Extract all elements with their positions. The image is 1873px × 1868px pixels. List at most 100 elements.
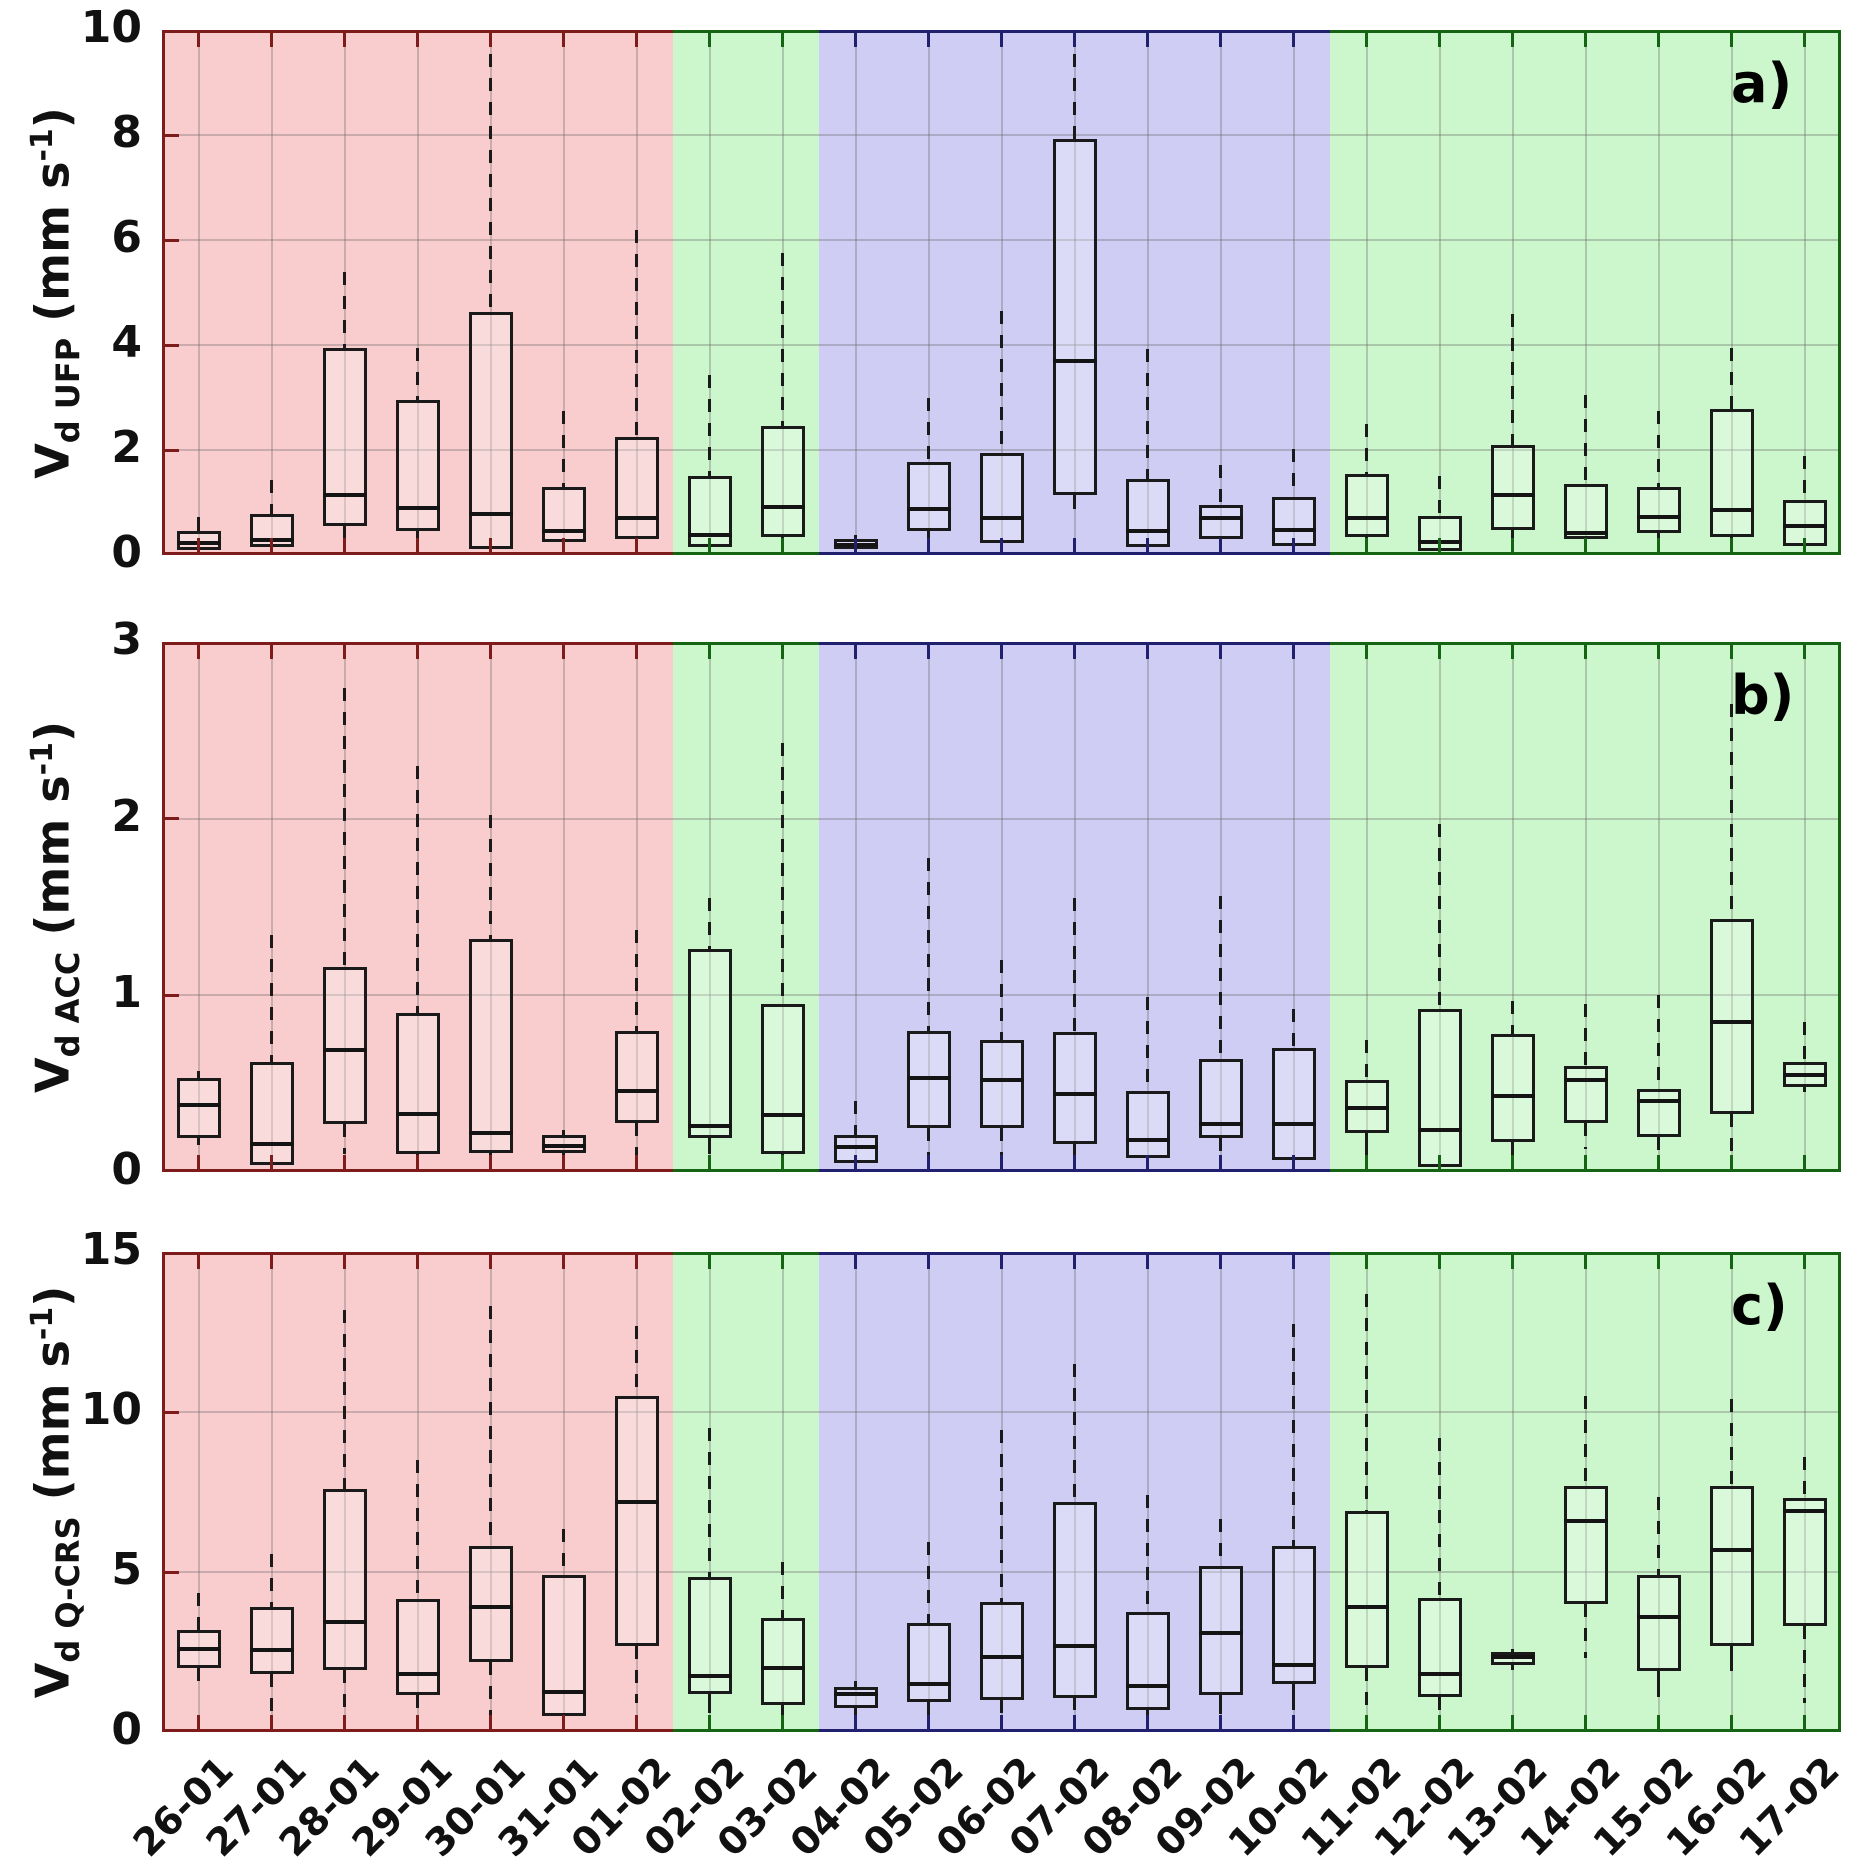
- whisker-lower: [1803, 1087, 1806, 1093]
- box-iqr: [1198, 505, 1243, 540]
- x-tick-top: [1146, 645, 1149, 659]
- x-tick-bottom: [197, 538, 200, 552]
- gridline-vertical: [1657, 30, 1660, 555]
- x-tick-top: [1219, 33, 1222, 47]
- whisker-upper: [708, 1428, 711, 1577]
- x-tick-bottom: [343, 1715, 346, 1729]
- box-iqr: [1125, 1612, 1170, 1710]
- panel-border-top: [162, 30, 673, 33]
- x-tick-bottom: [1000, 1715, 1003, 1729]
- whisker-upper: [1292, 1324, 1295, 1547]
- whisker-upper: [416, 1460, 419, 1600]
- box-iqr: [1709, 409, 1754, 537]
- whisker-upper: [1073, 1364, 1076, 1502]
- panel-border-top: [819, 30, 1330, 33]
- x-tick-bottom: [1657, 538, 1660, 552]
- x-tick-bottom: [562, 538, 565, 552]
- x-tick-bottom: [1438, 538, 1441, 552]
- x-tick-top: [1292, 645, 1295, 659]
- gridline-vertical: [1584, 642, 1587, 1172]
- box-iqr: [1782, 1498, 1827, 1627]
- median-line: [979, 516, 1024, 521]
- x-tick-bottom: [1000, 1155, 1003, 1169]
- whisker-lower: [1292, 1684, 1295, 1710]
- x-tick-top: [1730, 1255, 1733, 1269]
- x-tick-top: [416, 1255, 419, 1269]
- x-tick-bottom: [416, 1715, 419, 1729]
- whisker-upper: [489, 1306, 492, 1547]
- median-line: [1125, 1138, 1170, 1143]
- x-tick-top: [781, 33, 784, 47]
- whisker-upper: [1803, 1456, 1806, 1499]
- panel-border-bottom: [673, 552, 819, 555]
- background-region: [1330, 642, 1841, 1172]
- median-line: [614, 1499, 659, 1504]
- x-tick-top: [1657, 33, 1660, 47]
- x-tick-top: [1219, 645, 1222, 659]
- median-line: [1198, 1630, 1243, 1635]
- median-line: [1563, 1518, 1608, 1523]
- median-line: [249, 1141, 294, 1146]
- gridline-vertical: [927, 1252, 930, 1732]
- median-line: [1490, 1094, 1535, 1099]
- x-tick-top: [708, 1255, 711, 1269]
- gridline-vertical: [1365, 30, 1368, 555]
- gridline-vertical: [708, 30, 711, 555]
- whisker-upper: [1803, 456, 1806, 500]
- median-line: [1490, 1654, 1535, 1659]
- whisker-upper: [635, 929, 638, 1031]
- x-tick-bottom: [197, 1715, 200, 1729]
- y-tick-label: 0: [111, 527, 142, 578]
- x-tick-bottom: [1511, 1155, 1514, 1169]
- gridline-vertical: [1730, 30, 1733, 555]
- x-tick-bottom: [1803, 1715, 1806, 1729]
- box-iqr: [468, 1546, 513, 1662]
- gridline-vertical: [1657, 642, 1660, 1172]
- background-region: [673, 1252, 819, 1732]
- median-line: [1636, 1614, 1681, 1619]
- median-line: [322, 1619, 367, 1624]
- panel-border-bottom: [819, 1169, 1330, 1172]
- median-line: [1198, 516, 1243, 521]
- panel-border-top: [1330, 642, 1841, 645]
- x-tick-bottom: [1219, 538, 1222, 552]
- x-tick-top: [1657, 645, 1660, 659]
- x-tick-bottom: [1584, 1715, 1587, 1729]
- box-iqr: [1052, 1501, 1097, 1699]
- x-tick-bottom: [1219, 1715, 1222, 1729]
- x-tick-bottom: [1438, 1715, 1441, 1729]
- x-tick-bottom: [562, 1155, 565, 1169]
- whisker-upper: [1657, 1496, 1660, 1576]
- x-tick-top: [1292, 33, 1295, 47]
- x-tick-bottom: [1730, 1155, 1733, 1169]
- panel-border-right: [1838, 1252, 1841, 1732]
- x-tick-bottom: [635, 538, 638, 552]
- whisker-upper: [1657, 410, 1660, 487]
- whisker-upper: [197, 1592, 200, 1630]
- whisker-upper: [1073, 30, 1076, 139]
- x-tick-top: [1438, 1255, 1441, 1269]
- box-iqr: [395, 1599, 440, 1696]
- x-tick-top: [197, 645, 200, 659]
- x-tick-bottom: [1073, 1155, 1076, 1169]
- x-tick-top: [854, 33, 857, 47]
- x-tick-top: [197, 1255, 200, 1269]
- box-iqr: [760, 1004, 805, 1155]
- gridline-vertical: [1803, 642, 1806, 1172]
- box-iqr: [395, 1013, 440, 1155]
- median-line: [979, 1654, 1024, 1659]
- background-region: [162, 30, 673, 555]
- gridline-vertical: [197, 1252, 200, 1732]
- whisker-lower: [1511, 1664, 1514, 1670]
- panel-border-left: [162, 1252, 165, 1732]
- x-tick-top: [1146, 33, 1149, 47]
- median-line: [1125, 1683, 1170, 1688]
- box-iqr: [1417, 1597, 1462, 1697]
- gridline-vertical: [1584, 30, 1587, 555]
- median-line: [1782, 524, 1827, 529]
- whisker-lower: [1073, 494, 1076, 509]
- whisker-upper: [1146, 997, 1149, 1091]
- whisker-upper: [1365, 1293, 1368, 1512]
- box-iqr: [906, 461, 951, 532]
- x-tick-top: [1438, 645, 1441, 659]
